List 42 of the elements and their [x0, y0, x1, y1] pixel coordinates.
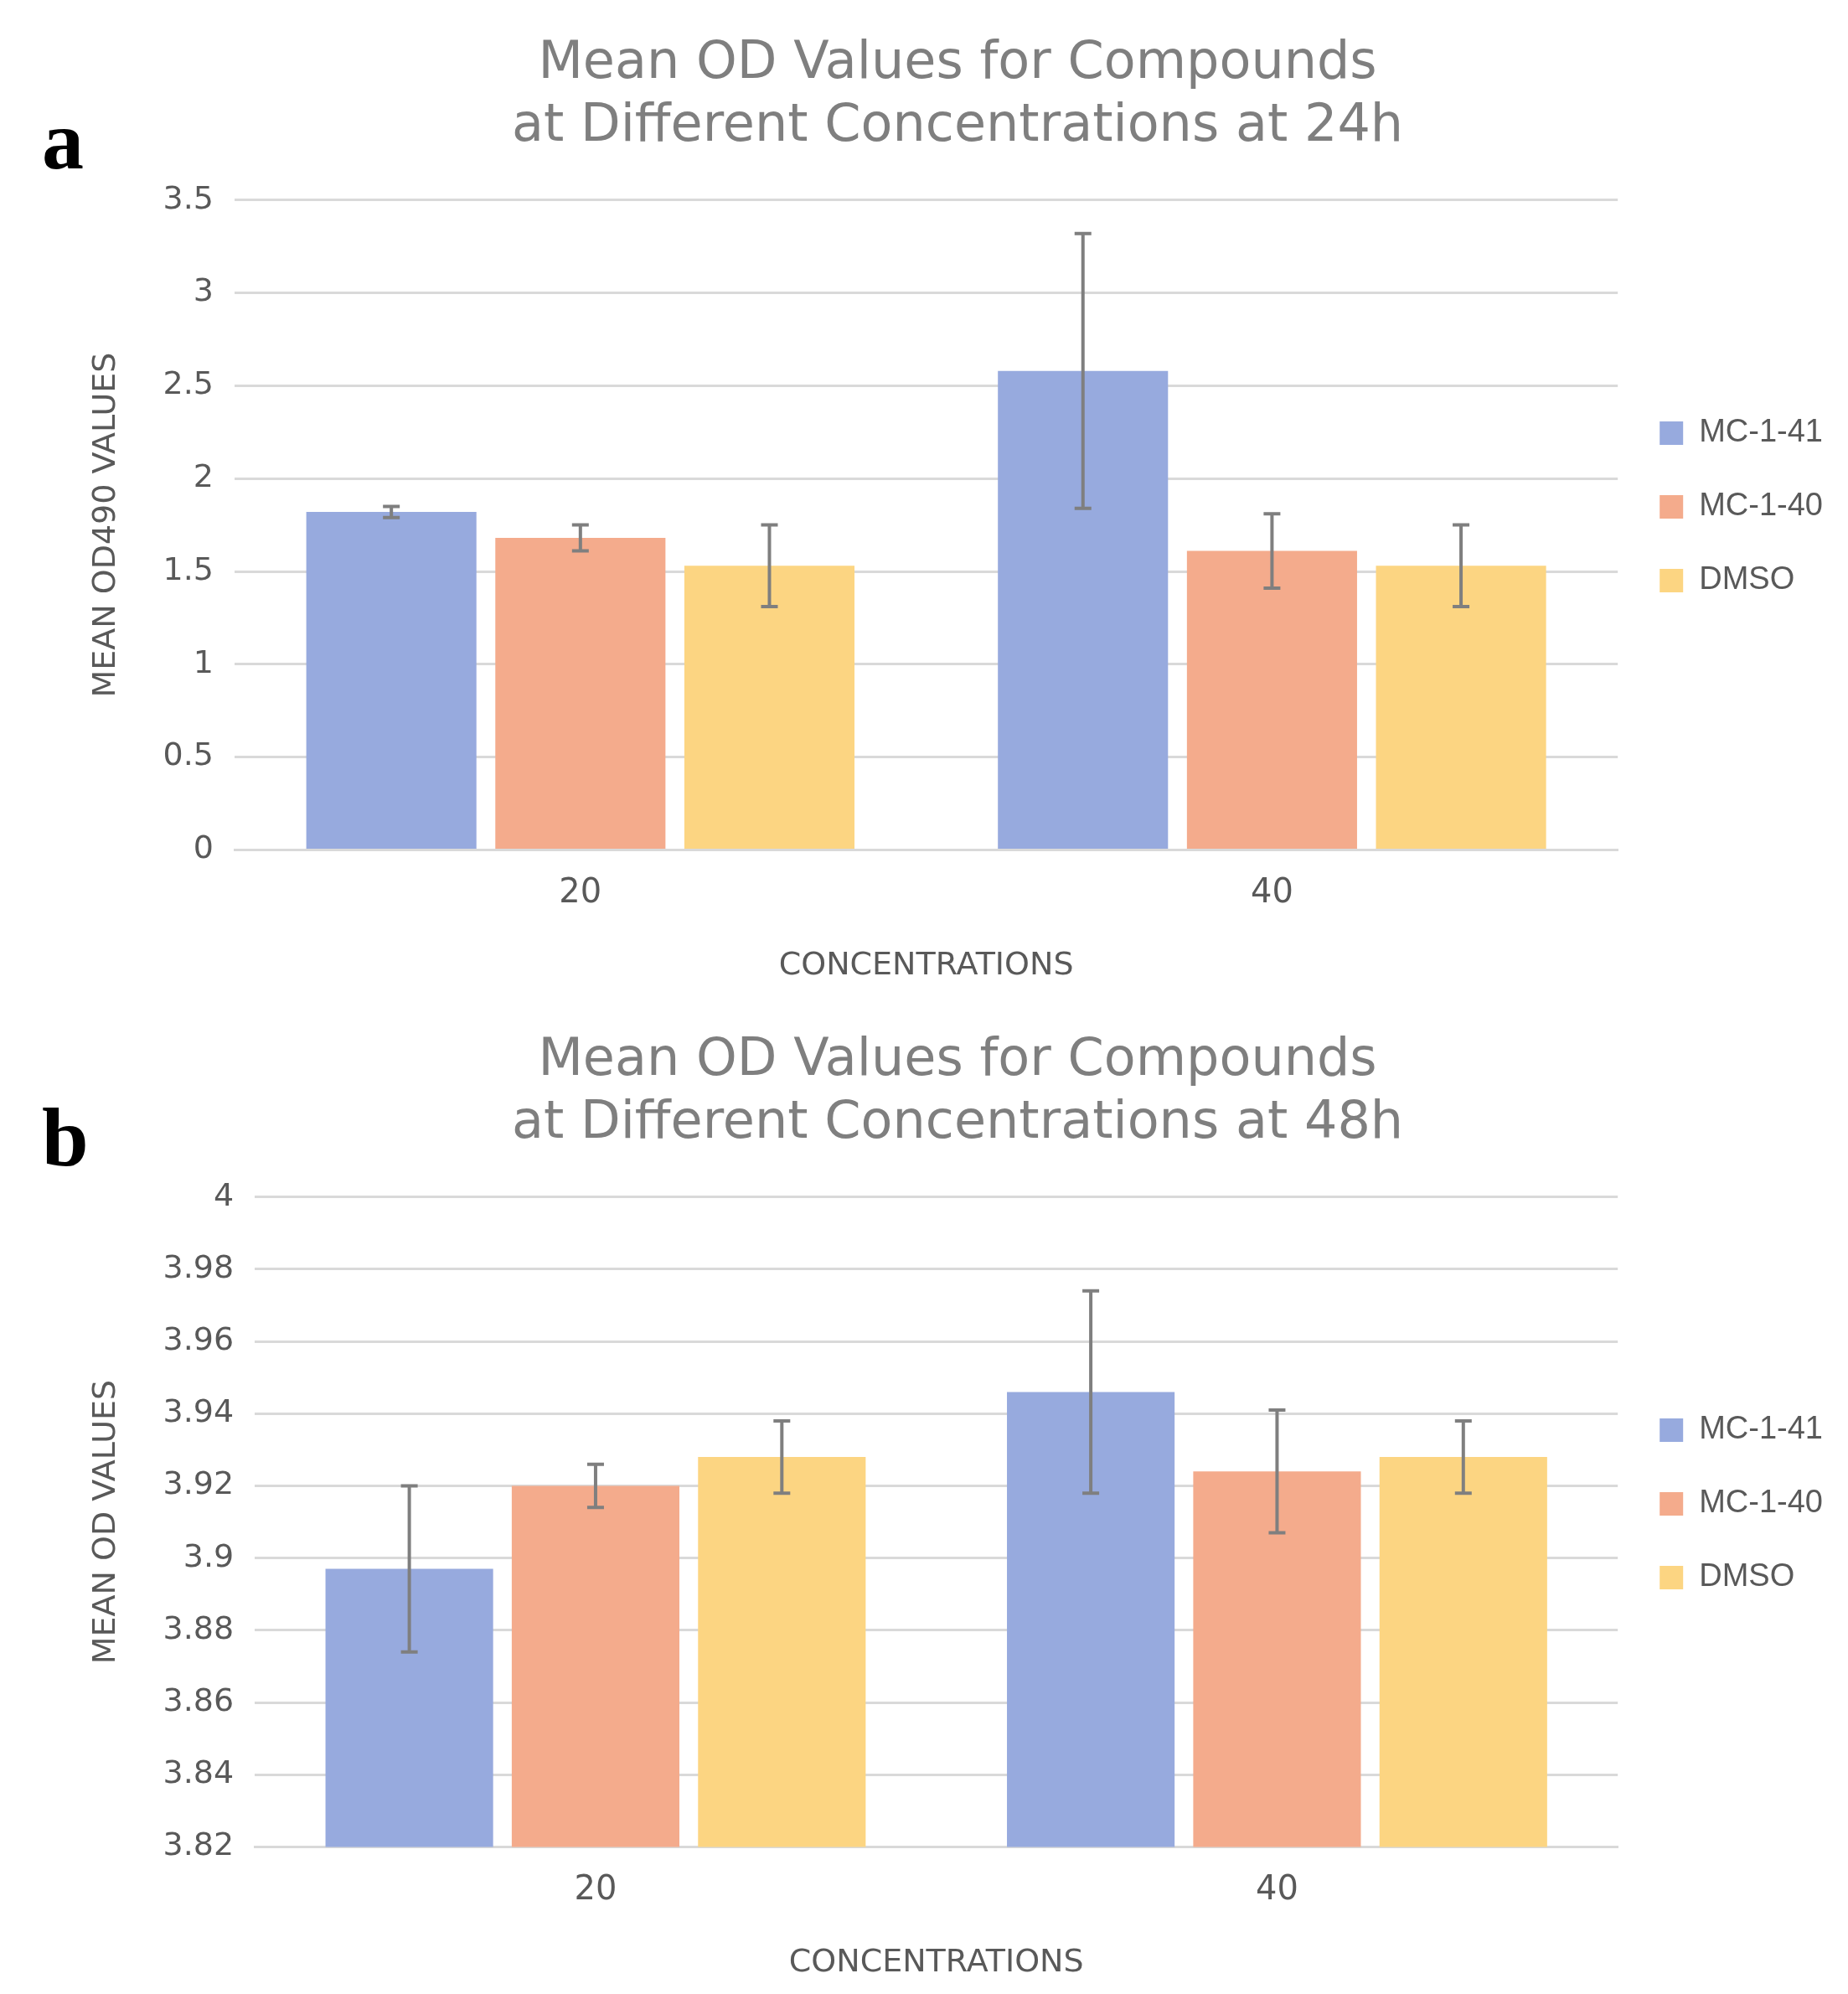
- y-tick-label: 2: [193, 457, 214, 495]
- text: a: [42, 93, 84, 189]
- bar: [495, 538, 666, 849]
- chart-title: Mean OD Values for Compounds at Different Concentrations at 24h: [511, 29, 1404, 153]
- y-axis-title: MEAN OD VALUES: [85, 1379, 122, 1665]
- bar: [306, 512, 477, 849]
- legend-label: MC-1-40: [1699, 487, 1824, 523]
- y-tick-label: 3.5: [163, 178, 214, 216]
- x-axis-title: CONCENTRATIONS: [788, 1942, 1084, 1980]
- y-tick-label: 1: [193, 643, 214, 680]
- y-tick-label: 0.5: [163, 736, 214, 773]
- legend-label: DMSO: [1699, 560, 1795, 597]
- y-tick-label: 3: [193, 271, 214, 309]
- x-tick-label: 40: [1250, 870, 1293, 910]
- y-axis-title: MEAN OD490 VALUES: [85, 352, 122, 698]
- y-tick-label: 3.82: [163, 1826, 235, 1863]
- y-tick-label: 3.96: [163, 1320, 235, 1358]
- bar: [1186, 550, 1357, 849]
- y-tick-label: 4: [214, 1175, 235, 1213]
- y-tick-label: 3.94: [163, 1392, 235, 1430]
- legend-label: MC-1-41: [1699, 1410, 1824, 1446]
- y-tick-label: 3.92: [163, 1465, 235, 1502]
- y-tick-label: 3.86: [163, 1681, 235, 1718]
- x-tick-label: 40: [1255, 1867, 1298, 1907]
- legend-label: DMSO: [1699, 1557, 1795, 1594]
- y-tick-label: 0: [193, 829, 214, 866]
- y-tick-label: 1.5: [163, 550, 214, 587]
- y-tick-label: 3.84: [163, 1754, 235, 1791]
- legend-label: MC-1-40: [1699, 1484, 1824, 1520]
- bar: [1376, 566, 1546, 849]
- x-tick-label: 20: [574, 1867, 617, 1907]
- bar: [684, 566, 855, 849]
- y-tick-label: 2.5: [163, 364, 214, 402]
- chart-title: Mean OD Values for Compounds at Different Concentrations at 48h: [511, 1026, 1404, 1150]
- x-tick-label: 20: [559, 870, 602, 910]
- legend-label: MC-1-41: [1699, 413, 1824, 449]
- bar: [998, 370, 1169, 849]
- y-tick-label: 3.88: [163, 1609, 235, 1646]
- x-axis-title: CONCENTRATIONS: [778, 945, 1074, 983]
- y-tick-label: 3.98: [163, 1248, 235, 1285]
- text: b: [42, 1090, 89, 1186]
- y-tick-label: 3.9: [183, 1537, 235, 1574]
